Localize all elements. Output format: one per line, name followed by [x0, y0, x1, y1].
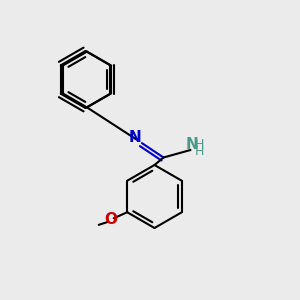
Text: N: N [129, 130, 141, 146]
Text: H: H [195, 138, 204, 151]
Text: O: O [104, 212, 117, 227]
Text: H: H [195, 145, 204, 158]
Text: N: N [186, 137, 198, 152]
